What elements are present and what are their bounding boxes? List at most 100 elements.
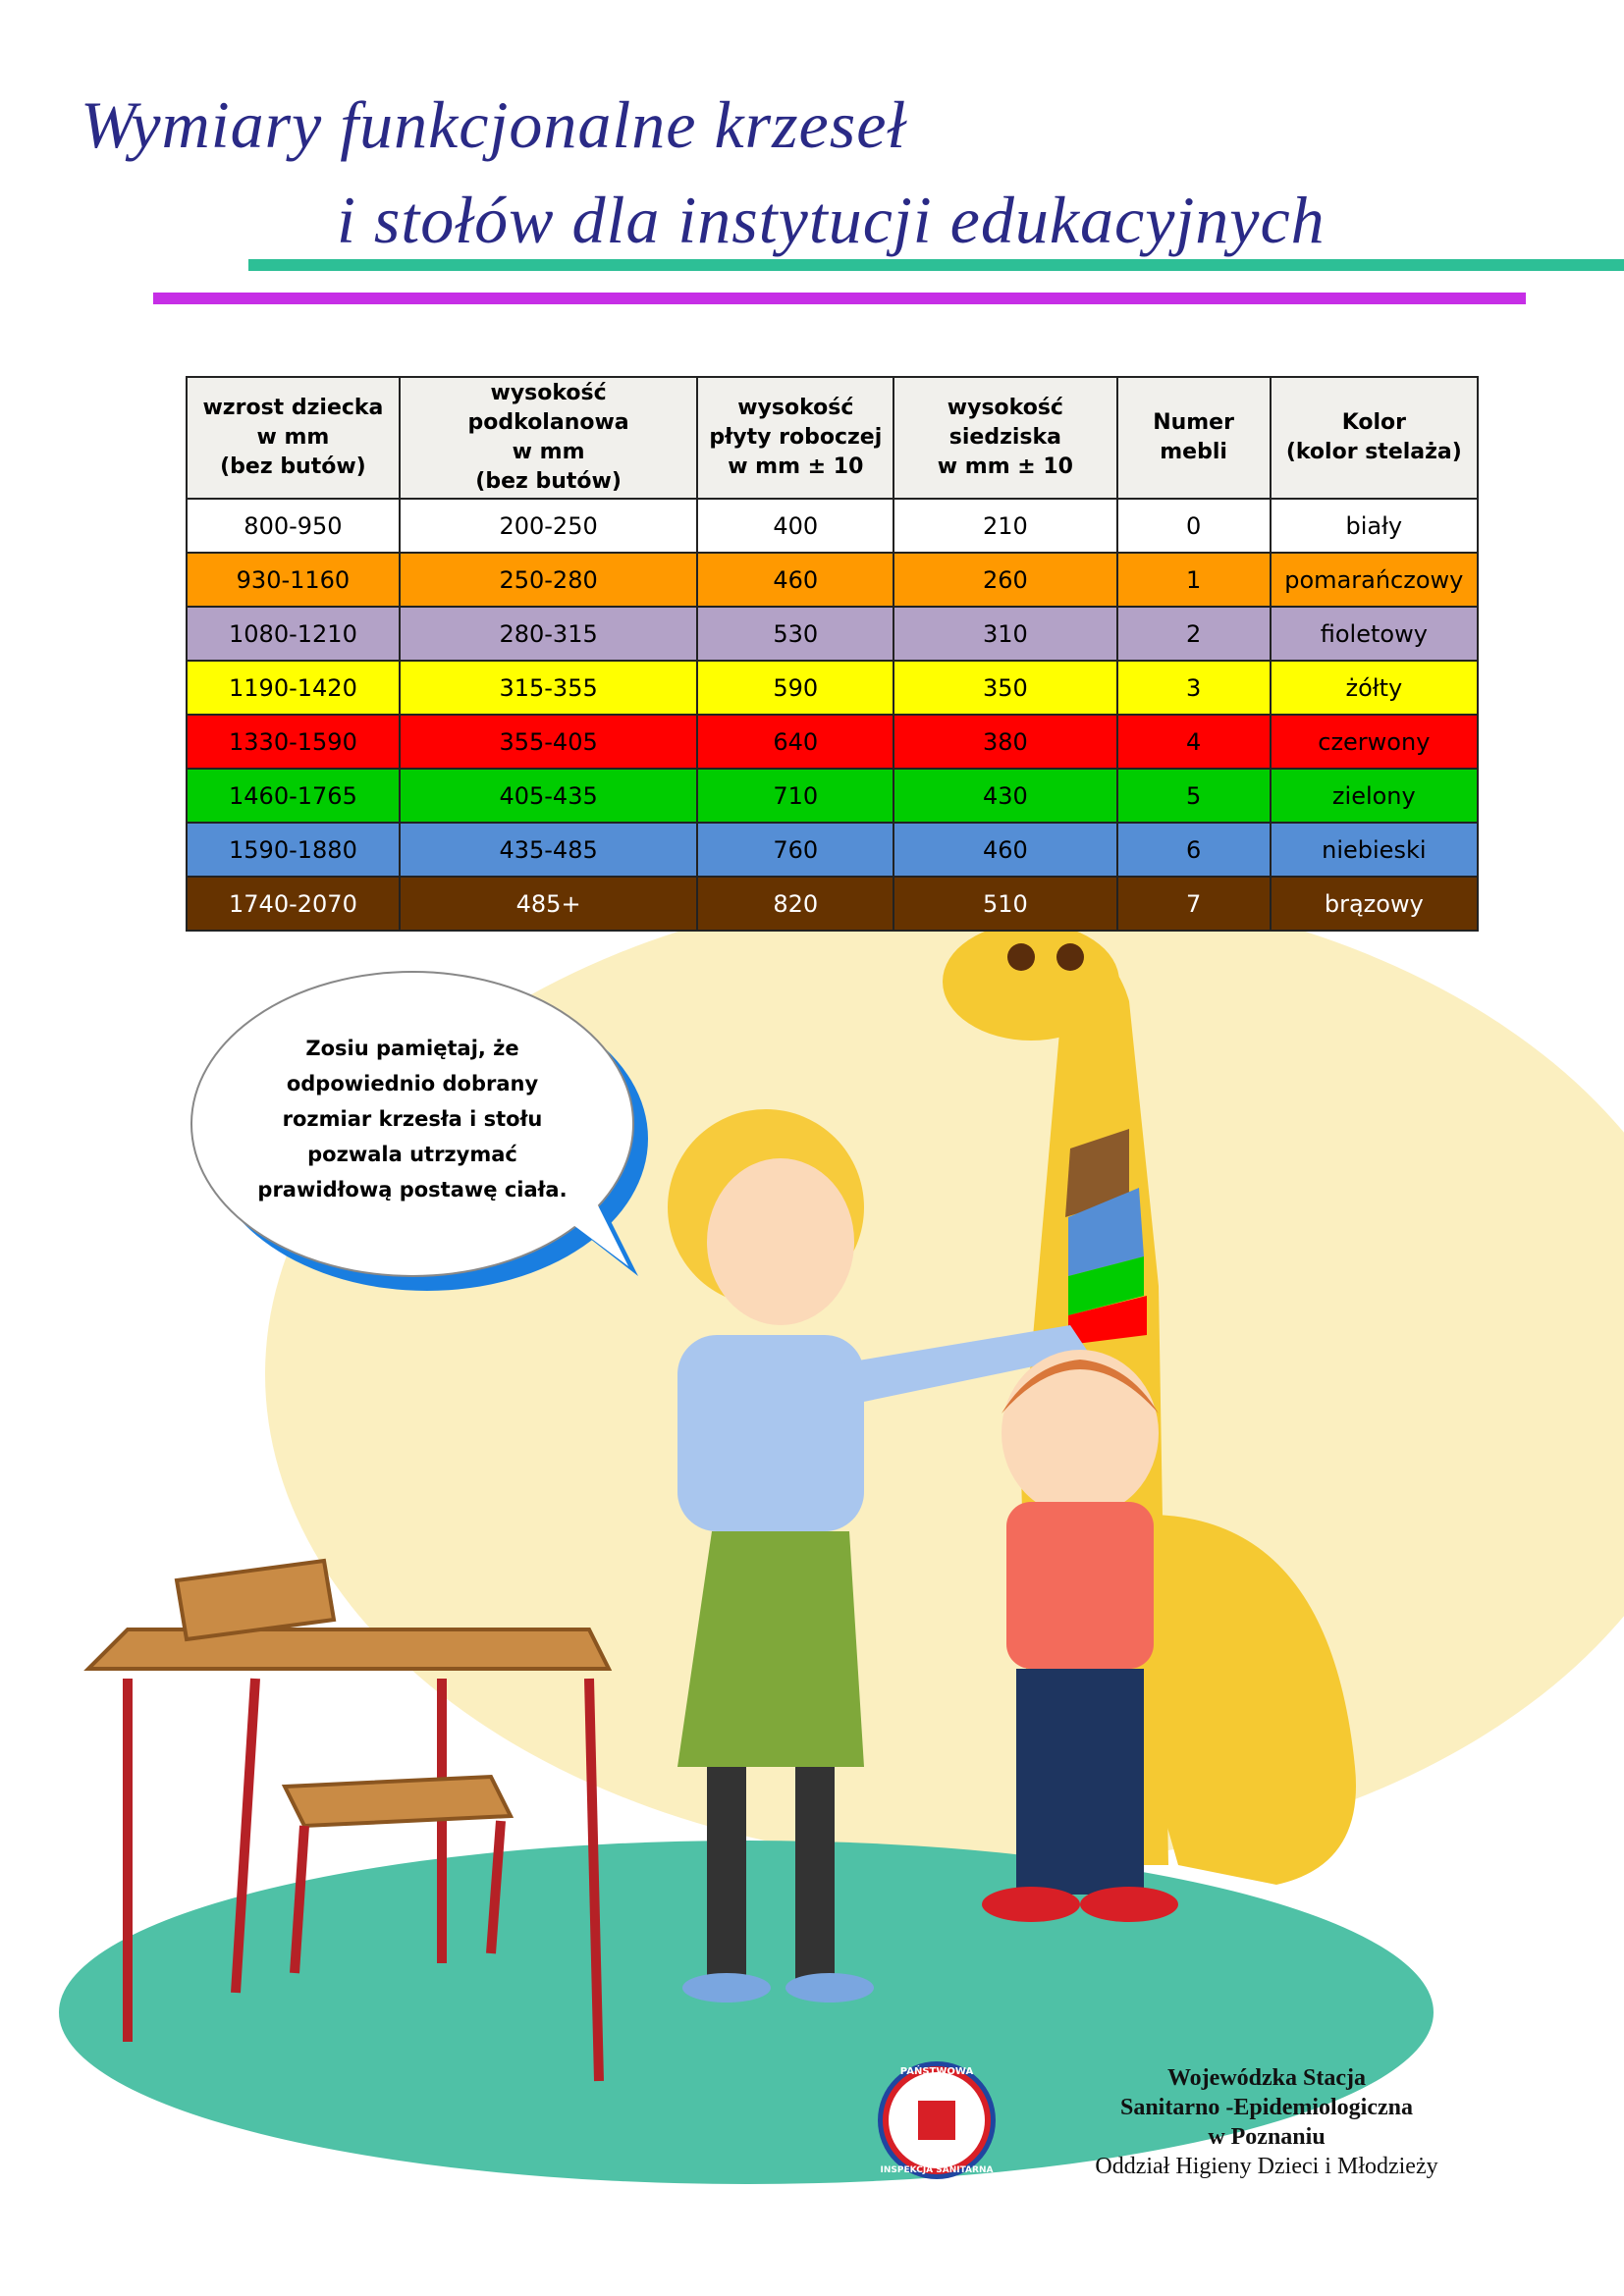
header-line: Kolor [1341,410,1406,435]
header-row: wzrost dziecka w mm (bez butów) wysokość pod… [186,376,1480,500]
table-row: 1460-1765 405-435 710 430 5 zielony [186,768,1480,824]
table-cell: 315-355 [398,660,699,716]
footer-department: Oddział Higieny Dzieci i Młodzieży [1095,2154,1438,2179]
table-cell: 530 [696,606,895,662]
footer-line: Sanitarno -Epidemiologiczna [1119,2095,1414,2120]
header-line: w mm [512,440,585,464]
table-row: 1080-1210 280-315 530 310 2 fioletowy [186,606,1480,662]
table-cell: czerwony [1269,714,1480,770]
table-cell: fioletowy [1269,606,1480,662]
table-cell: 820 [696,876,895,932]
table-cell: 460 [696,552,895,608]
table-row: 1190-1420 315-355 590 350 3 żółty [186,660,1480,716]
table-cell: 590 [696,660,895,716]
footer-line: Wojewódzka Stacja [1167,2065,1366,2091]
header-cell: wzrost dziecka w mm (bez butów) [186,376,401,500]
table-cell: 760 [696,822,895,878]
table-cell: 430 [893,768,1118,824]
table-cell: pomarańczowy [1269,552,1480,608]
header-line: siedziska [948,425,1061,450]
table-cell: 380 [893,714,1118,770]
table-row: 800-950 200-250 400 210 0 biały [186,498,1480,554]
table-cell: biały [1269,498,1480,554]
header-line: płyty roboczej [709,425,883,450]
table-cell: 280-315 [398,606,699,662]
table-cell: 250-280 [398,552,699,608]
purple-rule [153,293,1526,304]
table-cell: 460 [893,822,1118,878]
table-row: 1590-1880 435-485 760 460 6 niebieski [186,822,1480,878]
speech-text: Zosiu pamiętaj, że odpowiednio dobrany roz… [236,1031,589,1207]
table-cell: 400 [696,498,895,554]
header-cell: wysokość siedziska w mm ± 10 [893,376,1118,500]
table-cell: 6 [1115,822,1272,878]
table-cell: 435-485 [398,822,699,878]
header-line: podkolanowa [467,410,629,435]
table-cell: 405-435 [398,768,699,824]
table-cell: niebieski [1269,822,1480,878]
table-cell: żółty [1269,660,1480,716]
table-cell: 640 [696,714,895,770]
table-cell: 7 [1115,876,1272,932]
header-cell: Kolor (kolor stelaża) [1269,376,1480,500]
table-cell: 1330-1590 [186,714,401,770]
footer-line: w Poznaniu [1208,2124,1326,2150]
header-cell: wysokość podkolanowa w mm (bez butów) [398,376,699,500]
green-rule [248,259,1624,271]
table-cell: 1 [1115,552,1272,608]
table-row: 930-1160 250-280 460 260 1 pomarańczowy [186,552,1480,608]
header-line: mebli [1160,440,1227,464]
table-cell: zielony [1269,768,1480,824]
table-cell: 485+ [398,876,699,932]
logo: PAŃSTWOWA INSPEKCJA SANITARNA [878,2061,996,2179]
header-cell: Numer mebli [1115,376,1272,500]
footer: Wojewódzka Stacja Sanitarno -Epidemiologi… [1060,2063,1473,2181]
title-line: i stołów dla instytucji edukacyjnych [337,183,1326,257]
table-cell: 1740-2070 [186,876,401,932]
header-cell: wysokość płyty roboczej w mm ± 10 [696,376,895,500]
header-line: Numer [1153,410,1234,435]
table-cell: 355-405 [398,714,699,770]
table-cell: 3 [1115,660,1272,716]
table-cell: 0 [1115,498,1272,554]
header-line: w mm [256,425,330,450]
table-cell: brązowy [1269,876,1480,932]
speech-line: Zosiu pamiętaj, że [305,1037,519,1060]
table-cell: 2 [1115,606,1272,662]
table-cell: 510 [893,876,1118,932]
table-cell: 1080-1210 [186,606,401,662]
header-line: (bez butów) [475,469,622,494]
table-cell: 4 [1115,714,1272,770]
speech-line: odpowiednio dobrany [286,1072,539,1095]
table-cell: 260 [893,552,1118,608]
table-cell: 200-250 [398,498,699,554]
speech-line: prawidłową postawę ciała. [257,1178,568,1201]
table-cell: 1460-1765 [186,768,401,824]
speech-bubble [190,971,648,1291]
table-cell: 800-950 [186,498,401,554]
title-line: Wymiary funkcjonalne krzeseł [81,87,907,162]
speech-line: rozmiar krzesła i stołu [282,1107,543,1131]
logo-top-text: PAŃSTWOWA [900,2064,974,2077]
table-row: 1740-2070 485+ 820 510 7 brązowy [186,876,1480,932]
table-row: 1330-1590 355-405 640 380 4 czerwony [186,714,1480,770]
speech-line: pozwala utrzymać [307,1143,517,1166]
table-cell: 210 [893,498,1118,554]
header-line: wysokość [947,396,1063,420]
table-cell: 930-1160 [186,552,401,608]
header-line: wysokość [737,396,854,420]
floor [59,1841,1434,2184]
header-line: w mm ± 10 [728,454,864,479]
furniture-table: wzrost dziecka w mm (bez butów) wysokość pod… [186,376,1480,932]
table-cell: 710 [696,768,895,824]
header-line: (kolor stelaża) [1285,440,1462,464]
header-line: (bez butów) [220,454,366,479]
child [982,1350,1178,1922]
header-line: wysokość [490,381,607,405]
table-cell: 310 [893,606,1118,662]
desk-and-chair [83,1558,613,2082]
table-cell: 5 [1115,768,1272,824]
table-cell: 350 [893,660,1118,716]
